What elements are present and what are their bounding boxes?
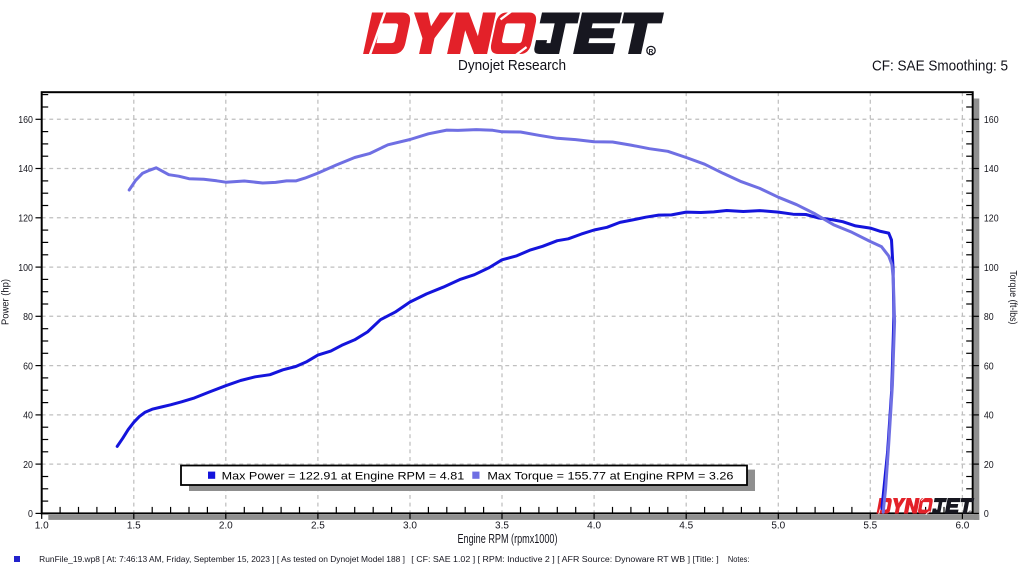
svg-text:0: 0 <box>28 509 33 520</box>
svg-text:140: 140 <box>984 164 999 175</box>
svg-text:2.0: 2.0 <box>219 520 233 531</box>
svg-text:0: 0 <box>984 509 989 520</box>
svg-text:Torque (ft-lbs): Torque (ft-lbs) <box>1007 270 1019 324</box>
svg-text:140: 140 <box>18 164 33 175</box>
svg-text:80: 80 <box>23 312 33 323</box>
svg-text:1.5: 1.5 <box>127 520 141 531</box>
svg-text:20: 20 <box>984 460 994 471</box>
svg-text:3.0: 3.0 <box>403 520 417 531</box>
svg-text:40: 40 <box>23 411 33 422</box>
svg-text:1.0: 1.0 <box>35 520 49 531</box>
svg-text:CF: SAE Smoothing: 5: CF: SAE Smoothing: 5 <box>872 57 1008 74</box>
svg-text:Power (hp): Power (hp) <box>0 279 12 325</box>
svg-text:Notes:: Notes: <box>728 555 750 564</box>
svg-text:Max Torque = 155.77 at Engine: Max Torque = 155.77 at Engine RPM = 3.26 <box>487 470 733 482</box>
svg-text:40: 40 <box>984 411 994 422</box>
svg-text:Dynojet Research: Dynojet Research <box>458 58 566 74</box>
svg-text:100: 100 <box>18 263 33 274</box>
svg-text:[ CF: SAE 1.02 ] [ RPM: Induct: [ CF: SAE 1.02 ] [ RPM: Inductive 2 ] [ … <box>411 555 718 564</box>
svg-text:60: 60 <box>984 361 994 372</box>
svg-text:RunFile_19.wp8 [ At: 7:46:13 A: RunFile_19.wp8 [ At: 7:46:13 AM, Friday,… <box>39 555 405 564</box>
svg-text:120: 120 <box>18 214 33 225</box>
svg-text:3.5: 3.5 <box>495 520 509 531</box>
svg-text:120: 120 <box>984 214 999 225</box>
svg-text:5.5: 5.5 <box>863 520 877 531</box>
svg-text:5.0: 5.0 <box>771 520 785 531</box>
svg-text:4.0: 4.0 <box>587 520 601 531</box>
svg-text:80: 80 <box>984 312 994 323</box>
svg-text:160: 160 <box>984 115 999 126</box>
svg-text:100: 100 <box>984 263 999 274</box>
svg-text:160: 160 <box>18 115 33 126</box>
svg-text:Max Power = 122.91 at Engine R: Max Power = 122.91 at Engine RPM = 4.81 <box>222 470 465 482</box>
svg-text:2.5: 2.5 <box>311 520 325 531</box>
svg-text:Engine RPM (rpmx1000): Engine RPM (rpmx1000) <box>458 531 558 546</box>
svg-text:20: 20 <box>23 460 33 471</box>
svg-text:60: 60 <box>23 361 33 372</box>
svg-text:4.5: 4.5 <box>679 520 693 531</box>
svg-text:6.0: 6.0 <box>955 520 969 531</box>
